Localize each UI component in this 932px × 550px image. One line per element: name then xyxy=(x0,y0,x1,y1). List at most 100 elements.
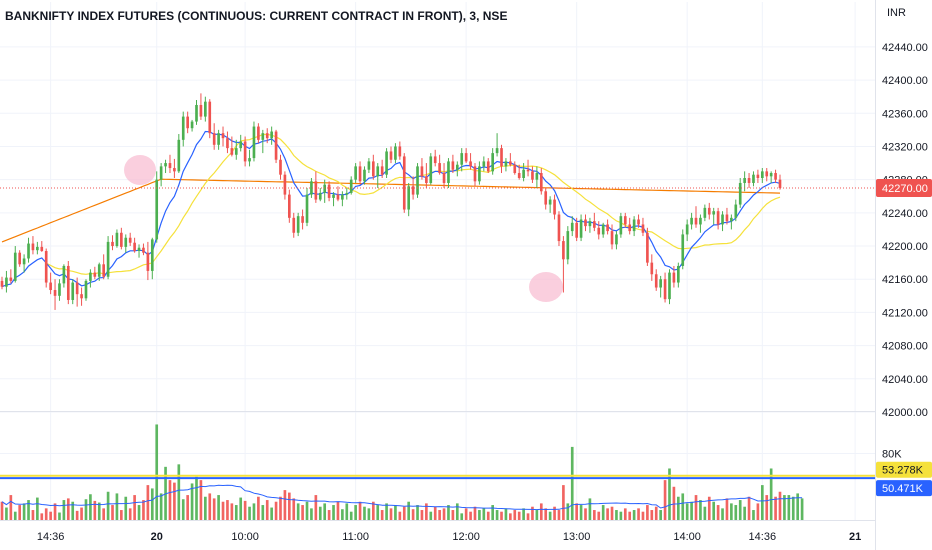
volume-bar xyxy=(283,490,287,520)
volume-bar xyxy=(257,496,260,520)
volume-bar xyxy=(588,498,592,520)
volume-bar xyxy=(703,506,707,520)
candle-body xyxy=(62,265,66,284)
volume-bar xyxy=(261,505,265,520)
volume-bar xyxy=(566,503,570,520)
candle-body xyxy=(420,166,424,177)
volume-bar xyxy=(301,505,304,520)
volume-bar xyxy=(712,501,716,520)
candle-body xyxy=(659,279,662,288)
volume-bar xyxy=(27,500,30,520)
volume-bar xyxy=(44,508,48,520)
candle-body xyxy=(416,166,419,195)
candle-body xyxy=(433,156,437,164)
volume-bar xyxy=(632,510,636,520)
volume-bar xyxy=(495,510,499,520)
candle-body xyxy=(261,133,265,140)
candle-body xyxy=(752,174,755,183)
candle-body xyxy=(168,163,172,169)
candle-body xyxy=(747,178,751,183)
candle-body xyxy=(522,169,525,178)
volume-bar xyxy=(146,485,150,520)
volume-bar xyxy=(270,507,273,520)
candle-body xyxy=(398,146,402,157)
candle-body xyxy=(164,163,167,167)
volume-bar xyxy=(97,502,101,520)
volume-bar xyxy=(606,508,609,520)
candle-body xyxy=(288,194,291,218)
volume-bar xyxy=(358,501,362,520)
volume-bar xyxy=(5,507,8,520)
candle-body xyxy=(681,234,685,266)
currency-label[interactable]: INR xyxy=(887,7,906,19)
candle-body xyxy=(177,139,181,172)
volume-bar xyxy=(40,513,44,520)
volume-bar xyxy=(416,505,419,520)
volume-bar xyxy=(18,505,22,520)
volume-bar xyxy=(460,513,464,520)
candle-body xyxy=(482,161,486,167)
candle-body xyxy=(36,246,39,251)
volume-bar xyxy=(190,483,194,520)
volume-bar xyxy=(721,508,724,520)
candle-body xyxy=(283,174,287,195)
volume-bar xyxy=(407,501,411,520)
candle-body xyxy=(725,214,729,222)
volume-bar xyxy=(252,503,256,520)
candle-body xyxy=(239,141,243,149)
volume-bar xyxy=(544,508,548,520)
volume-bar xyxy=(239,497,243,520)
candle-body xyxy=(345,192,349,195)
volume-bar xyxy=(332,505,335,520)
volume-bar xyxy=(380,510,384,520)
volume-bar xyxy=(159,493,163,520)
volume-bar xyxy=(570,446,574,520)
volume-bar xyxy=(221,501,225,520)
vwap-line xyxy=(1,178,781,243)
volume-bar xyxy=(66,498,70,520)
candle-body xyxy=(531,171,534,180)
volume-bar xyxy=(769,468,773,520)
candle-body xyxy=(137,247,141,252)
price-tick-label: 42200.00 xyxy=(882,241,928,253)
highlight-marker xyxy=(529,272,563,302)
price-tick-label: 42160.00 xyxy=(882,274,928,286)
candle-body xyxy=(504,161,508,167)
candle-body xyxy=(464,153,468,162)
candle-body xyxy=(469,161,472,167)
price-tick-label: 42320.00 xyxy=(882,141,928,153)
volume-bar xyxy=(128,508,132,520)
volume-tick-label: 80K xyxy=(882,449,902,461)
volume-level-label: 53.278K xyxy=(882,465,924,477)
price-tick-label: 42120.00 xyxy=(882,307,928,319)
volume-bar xyxy=(601,505,605,520)
volume-bar xyxy=(212,498,216,520)
candle-body xyxy=(97,264,101,277)
price-axis-background xyxy=(876,0,932,550)
candle-body xyxy=(486,161,490,172)
volume-bar xyxy=(274,501,278,520)
ma-fast-line xyxy=(1,130,781,288)
candle-body xyxy=(588,221,592,227)
candle-body xyxy=(743,178,746,183)
candle-body xyxy=(690,217,693,225)
volume-bar xyxy=(756,503,760,520)
candle-body xyxy=(367,161,371,170)
candle-body xyxy=(106,241,110,277)
candle-body xyxy=(80,294,83,299)
candle-body xyxy=(394,146,397,160)
candle-body xyxy=(124,237,128,247)
volume-bar xyxy=(433,506,437,520)
candle-body xyxy=(349,179,353,193)
candle-body xyxy=(318,192,322,200)
candle-body xyxy=(376,166,380,177)
volume-bar xyxy=(539,503,543,520)
volume-bar xyxy=(646,505,649,520)
volume-bar xyxy=(31,510,35,520)
time-tick-label: 13:00 xyxy=(563,531,591,543)
volume-bar xyxy=(208,493,212,520)
price-tick-label: 42360.00 xyxy=(882,108,928,120)
candle-body xyxy=(663,279,667,300)
candle-body xyxy=(248,158,251,162)
